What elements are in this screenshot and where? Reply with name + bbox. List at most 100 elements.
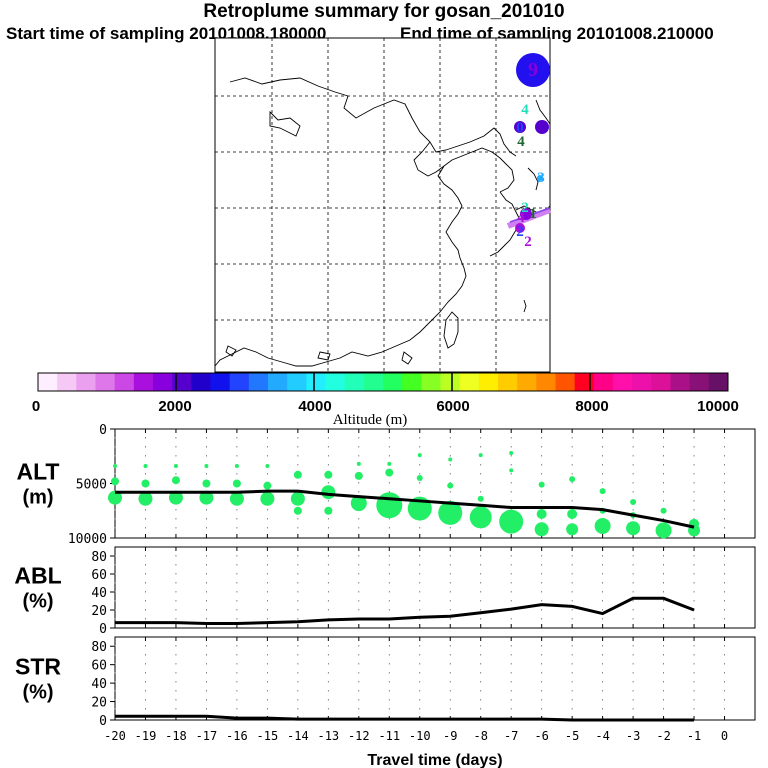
time-series-panels: 1000050000ALT(m)020406080ABL(%)020406080…	[14, 423, 756, 768]
y-tick-label: 10000	[68, 532, 107, 547]
altitude-point	[232, 479, 241, 488]
x-tick-label: -6	[534, 729, 548, 743]
plume-cluster-blob	[514, 121, 526, 133]
altitude-point	[569, 476, 576, 483]
altitude-point	[438, 500, 463, 525]
altitude-point	[594, 518, 611, 535]
altitude-colorbar: 0 2000 4000 6000 8000 10000	[32, 372, 739, 415]
plume-cluster-blob	[516, 53, 550, 87]
plume-cluster-label: 1	[529, 206, 537, 222]
y-tick-label: 0	[99, 423, 107, 438]
y-tick-label: 60	[91, 568, 107, 583]
plume-cluster-blob	[515, 223, 525, 233]
altitude-point	[626, 521, 641, 536]
panel-frame-alt	[114, 428, 756, 539]
panel-unit-str: (%)	[22, 682, 53, 704]
y-tick-label: 20	[91, 696, 107, 711]
x-axis-label: Travel time (days)	[367, 752, 502, 768]
plume-cluster-label: 2	[516, 224, 524, 240]
altitude-point	[538, 481, 545, 488]
y-tick-label: 80	[91, 640, 107, 655]
colorbar-tick-label: 0	[32, 398, 40, 415]
x-tick-label: -3	[626, 729, 640, 743]
colorbar-swatch	[421, 373, 441, 391]
altitude-point	[387, 461, 392, 466]
colorbar-swatch	[574, 373, 595, 391]
colorbar-swatch	[114, 373, 135, 391]
x-tick-label: -19	[135, 729, 157, 743]
x-tick-label: -9	[443, 729, 457, 743]
panel-frame-abl	[114, 546, 756, 629]
altitude-point	[417, 453, 422, 458]
panel-label-str: STR	[15, 654, 61, 680]
altitude-point	[655, 522, 672, 539]
altitude-point	[534, 522, 549, 537]
x-tick-label: -13	[317, 729, 339, 743]
colorbar-swatch	[248, 373, 269, 391]
colorbar-swatch	[76, 373, 96, 391]
plume-cluster-blob	[535, 120, 549, 134]
x-tick-label: -4	[595, 729, 609, 743]
colorbar-swatch	[478, 373, 499, 391]
plume-cluster-label: 2	[521, 200, 529, 216]
x-tick-label: -18	[165, 729, 187, 743]
colorbar-label: Altitude (m)	[333, 412, 408, 428]
altitude-point	[447, 482, 454, 489]
x-tick-label: -5	[565, 729, 579, 743]
chart-title: Retroplume summary for gosan_201010	[203, 1, 565, 22]
colorbar-swatch	[306, 373, 326, 391]
map-frame	[214, 37, 551, 373]
plume-cluster-blob	[537, 175, 543, 181]
altitude-point	[324, 470, 333, 479]
x-tick-label: -12	[348, 729, 370, 743]
altitude-point	[536, 509, 547, 520]
panel-unit-alt: (m)	[22, 487, 53, 509]
colorbar-swatch	[555, 373, 576, 391]
colorbar-swatch	[632, 373, 652, 391]
x-tick-label: -1	[687, 729, 701, 743]
altitude-point	[204, 464, 209, 469]
plume-cluster-label: 4	[521, 102, 529, 118]
colorbar-swatch	[229, 373, 250, 391]
series-line-str	[115, 714, 695, 722]
colorbar-swatch	[517, 373, 537, 391]
colorbar-swatch	[153, 373, 173, 391]
y-tick-label: 40	[91, 677, 107, 692]
y-tick-label: 5000	[76, 478, 107, 493]
altitude-point	[260, 491, 275, 506]
colorbar-swatch	[536, 373, 556, 391]
x-tick-label: -2	[656, 729, 670, 743]
altitude-point	[356, 461, 361, 466]
colorbar-swatch	[440, 373, 461, 391]
altitude-point	[509, 468, 514, 473]
colorbar-swatch	[38, 373, 58, 391]
colorbar-swatch	[133, 373, 154, 391]
colorbar-swatch	[670, 373, 691, 391]
colorbar-frame	[37, 372, 729, 392]
x-tick-label: -16	[226, 729, 248, 743]
x-tick-label: -8	[473, 729, 487, 743]
colorbar-swatch	[172, 373, 192, 391]
altitude-point	[477, 495, 484, 502]
altitude-point	[173, 464, 178, 469]
altitude-point	[478, 453, 483, 458]
altitude-point	[108, 490, 122, 505]
altitude-point	[168, 490, 183, 505]
altitude-point	[660, 507, 667, 514]
y-tick-label: 0	[99, 622, 107, 637]
x-tick-label: 0	[721, 729, 728, 743]
colorbar-swatch	[708, 373, 729, 391]
altitude-point	[293, 506, 302, 515]
altitude-point	[499, 509, 524, 534]
altitude-point	[234, 464, 239, 469]
map-grid	[215, 38, 550, 372]
altitude-point	[566, 523, 579, 536]
panel-unit-abl: (%)	[22, 591, 53, 613]
altitude-point	[509, 450, 514, 455]
colorbar-swatch	[344, 373, 365, 391]
plume-traces	[506, 53, 552, 233]
colorbar-tick-label: 10000	[697, 398, 739, 415]
